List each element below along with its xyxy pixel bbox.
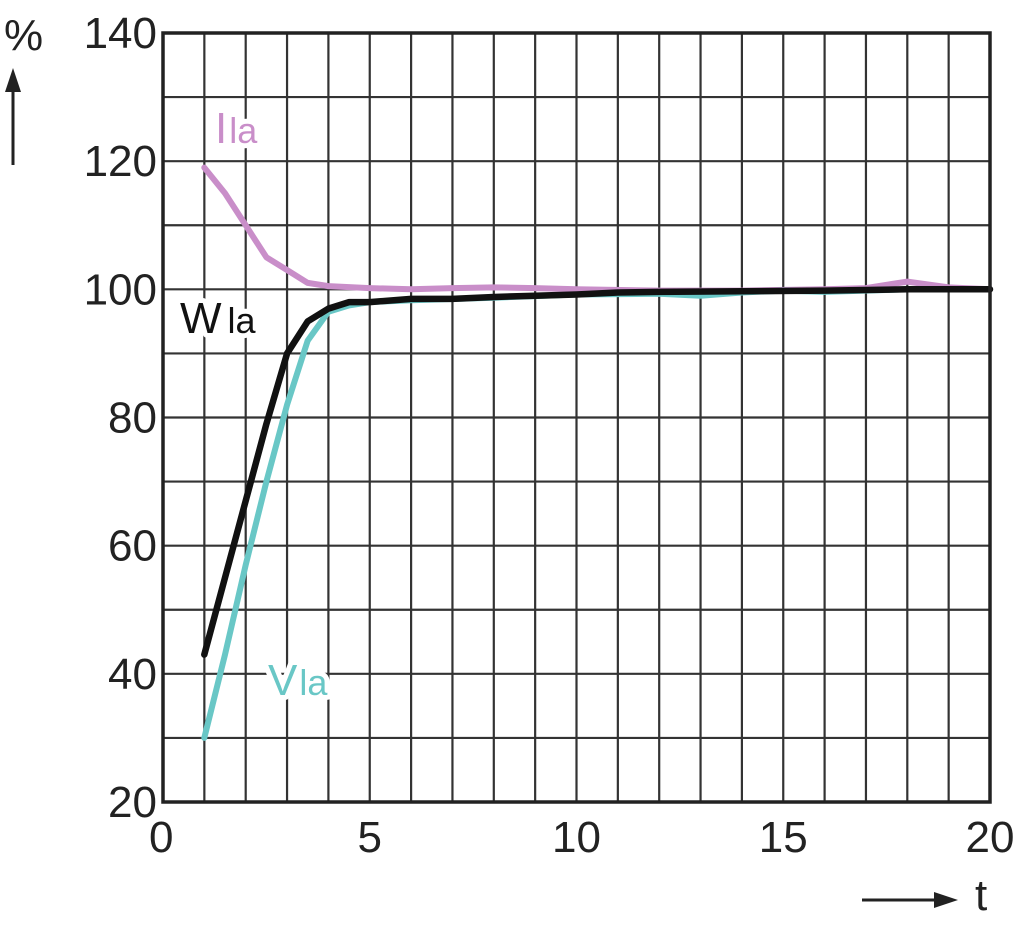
- series-lines: [201, 164, 994, 741]
- y-tick-label: 140: [84, 9, 157, 58]
- grid: [163, 33, 990, 802]
- x-tick-label: 20: [966, 813, 1015, 862]
- x-tick-label: 10: [552, 813, 601, 862]
- x-tick-label: 0: [149, 813, 173, 862]
- y-axis-label: %: [4, 11, 43, 60]
- tick-labels: 20 40 60 80 100 120 140 0 5 10 15 20: [84, 9, 1015, 862]
- x-axis-label: t: [975, 871, 987, 920]
- series-label-ila: Ila: [215, 104, 258, 153]
- axis-annotations: % t: [4, 11, 987, 920]
- x-tick-label: 15: [759, 813, 808, 862]
- y-tick-label: 60: [108, 522, 157, 571]
- y-axis-arrow: [5, 68, 21, 165]
- plot-border: [161, 31, 992, 804]
- series-labels: Ila W la Vla: [175, 99, 333, 710]
- series-line-wla: [201, 286, 994, 658]
- series-line-ila: [201, 164, 993, 294]
- series-label-vla: Vla: [268, 656, 328, 705]
- x-axis-arrow: [862, 892, 958, 908]
- plot-frame: [161, 31, 992, 804]
- y-tick-label: 120: [84, 137, 157, 186]
- x-tick-label: 5: [358, 813, 382, 862]
- y-tick-label: 20: [108, 778, 157, 827]
- y-tick-label: 40: [108, 650, 157, 699]
- y-tick-label: 100: [84, 265, 157, 314]
- y-tick-label: 80: [108, 394, 157, 443]
